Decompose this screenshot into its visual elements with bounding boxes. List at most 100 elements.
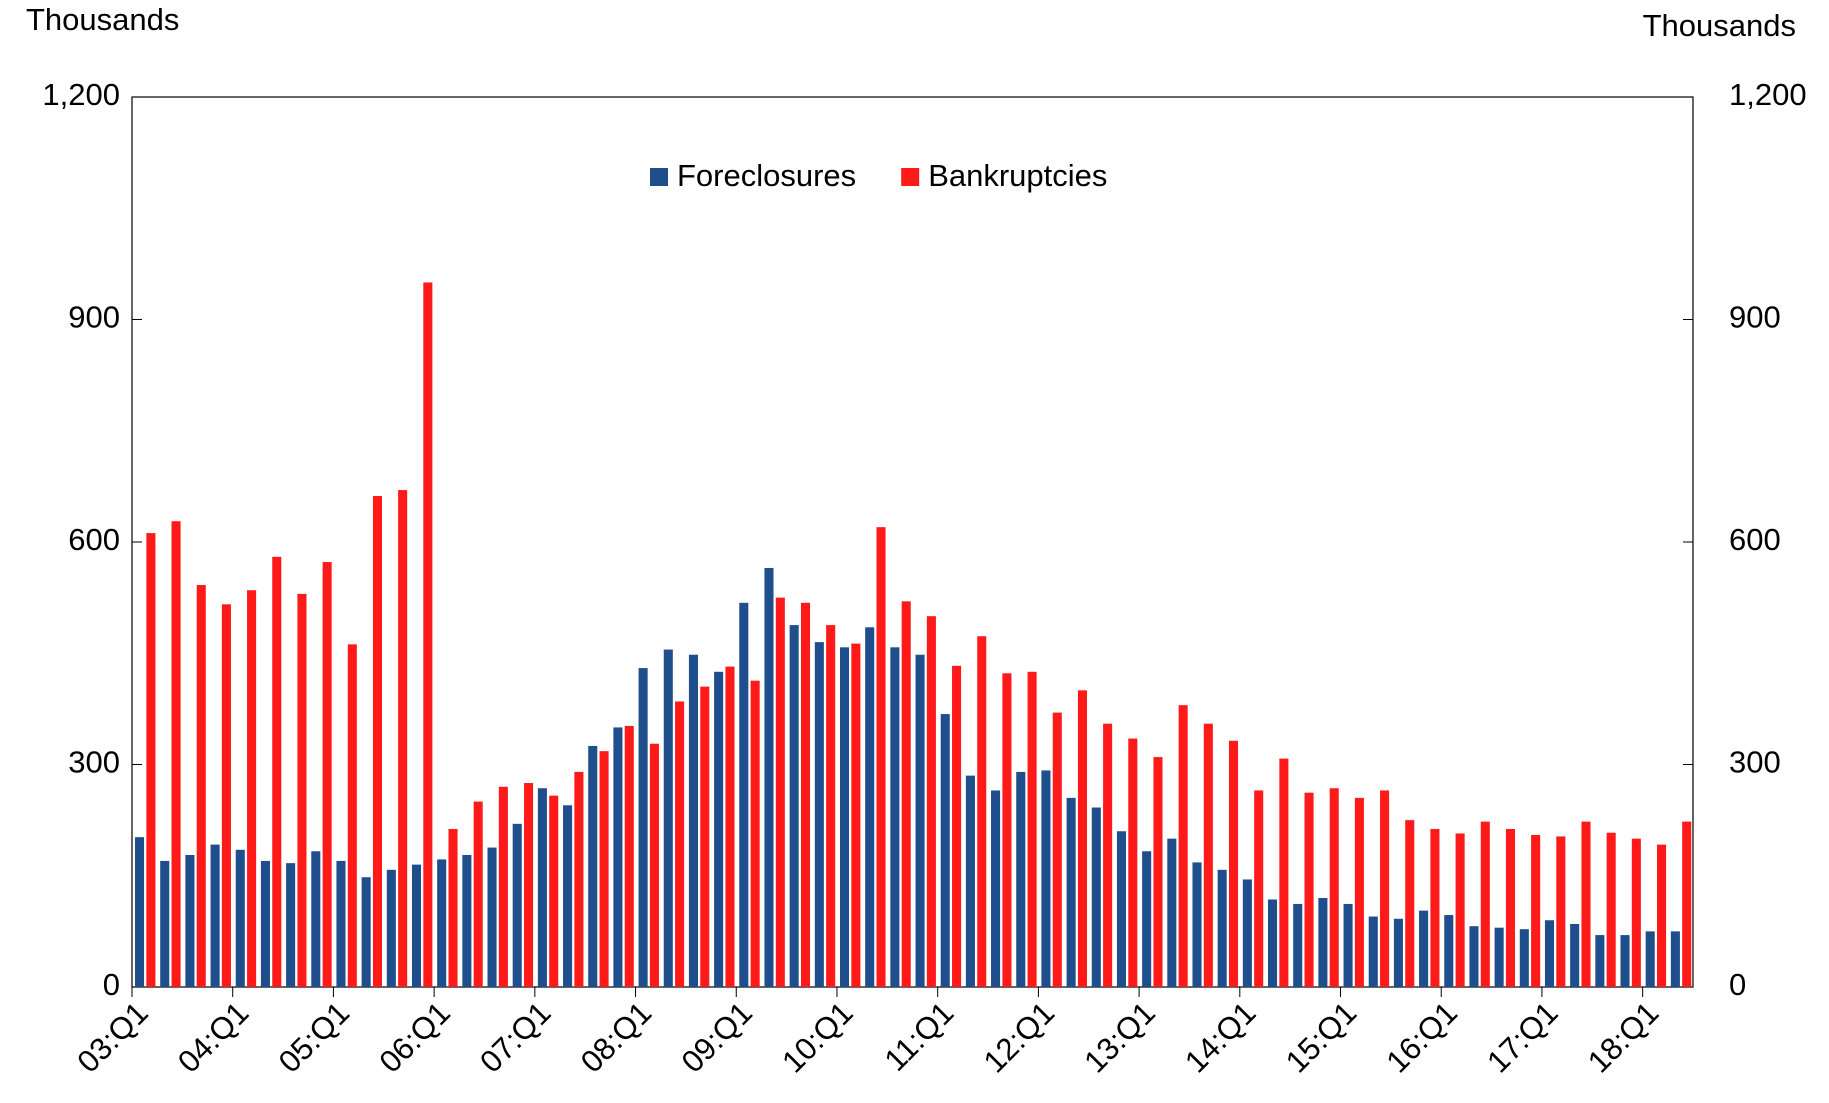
x-tick-label: 16:Q1 (1379, 995, 1463, 1079)
y-tick-label: 600 (68, 522, 120, 557)
bar (890, 647, 900, 987)
bar (1293, 903, 1303, 987)
bar (1192, 862, 1202, 987)
bar (537, 788, 547, 987)
bar (398, 490, 408, 987)
bar (1027, 671, 1037, 987)
y2-tick-label: 300 (1729, 745, 1781, 780)
x-tick-label: 18:Q1 (1581, 995, 1665, 1079)
bar (437, 859, 447, 987)
bar (311, 851, 321, 987)
bar (789, 625, 799, 987)
bar (1544, 920, 1555, 987)
bar (1480, 821, 1490, 987)
x-tick-label: 07:Q1 (473, 995, 557, 1079)
bar (372, 496, 383, 987)
bar (1153, 757, 1163, 987)
bar (135, 837, 145, 987)
y2-tick-label: 1,200 (1729, 77, 1807, 112)
bar (750, 680, 760, 987)
bar (448, 829, 458, 987)
bar (1556, 836, 1566, 987)
bar (1354, 797, 1364, 987)
bar (1455, 833, 1465, 987)
bar (1077, 690, 1087, 987)
y-tick-label: 0 (103, 967, 120, 1002)
bar (1268, 899, 1278, 987)
bar (1329, 788, 1339, 987)
legend-swatch (650, 168, 668, 186)
legend-label: Foreclosures (677, 158, 856, 193)
bar (386, 869, 396, 987)
bar (688, 654, 698, 987)
bar (1254, 790, 1264, 987)
y-tick-label: 1,200 (42, 77, 120, 112)
bar (1041, 770, 1051, 987)
x-tick-label: 11:Q1 (878, 995, 961, 1078)
bar (1091, 807, 1101, 987)
bar (624, 725, 634, 987)
bar (247, 590, 257, 987)
legend-label: Bankruptcies (928, 158, 1107, 193)
y2-tick-label: 900 (1729, 300, 1781, 335)
bar (297, 593, 307, 987)
bar (1670, 931, 1680, 987)
bar (1242, 879, 1252, 987)
bar (991, 790, 1001, 987)
x-tick-label: 09:Q1 (675, 995, 759, 1079)
bar (1469, 926, 1479, 987)
bar (196, 585, 206, 987)
bar (940, 714, 950, 987)
bar (775, 597, 785, 987)
bar (865, 627, 875, 987)
bar (599, 751, 609, 987)
bar (1682, 821, 1692, 987)
bar (725, 666, 735, 987)
bar (1052, 712, 1062, 987)
bar (462, 854, 472, 987)
bar (851, 643, 861, 987)
bar (588, 745, 598, 987)
x-tick-label: 03:Q1 (70, 995, 154, 1079)
bar (1217, 869, 1227, 987)
bar (814, 642, 824, 987)
bar (926, 616, 936, 987)
bar (1103, 723, 1113, 987)
x-tick-label: 12:Q1 (977, 995, 1061, 1079)
bar (839, 647, 850, 987)
bar (1494, 927, 1504, 987)
bar (1595, 935, 1605, 987)
bar (1318, 898, 1328, 987)
bar (965, 775, 975, 987)
bar (1405, 820, 1415, 987)
bar (649, 743, 659, 987)
y-axis-label: Thousands (26, 2, 179, 37)
bar (1228, 740, 1239, 987)
bar (1570, 923, 1580, 987)
bar (336, 860, 346, 987)
bar (764, 567, 774, 987)
bar (1128, 738, 1138, 987)
y2-tick-label: 0 (1729, 967, 1746, 1002)
bar (952, 665, 962, 987)
bar (272, 556, 282, 987)
bar (1505, 829, 1515, 987)
bar (171, 521, 181, 987)
bar (977, 636, 987, 987)
bar (1645, 931, 1655, 987)
bar (1116, 831, 1127, 987)
bar (1142, 851, 1152, 987)
bar (160, 860, 170, 987)
bar (185, 854, 195, 987)
bar (210, 844, 220, 987)
bar (675, 701, 685, 987)
bar (1519, 929, 1529, 987)
x-tick-label: 13:Q1 (1077, 995, 1161, 1079)
bar (574, 771, 584, 987)
bar (411, 864, 422, 987)
x-tick-label: 04:Q1 (171, 995, 255, 1079)
bar (915, 654, 925, 987)
bar (1304, 792, 1314, 987)
bar (146, 533, 156, 987)
